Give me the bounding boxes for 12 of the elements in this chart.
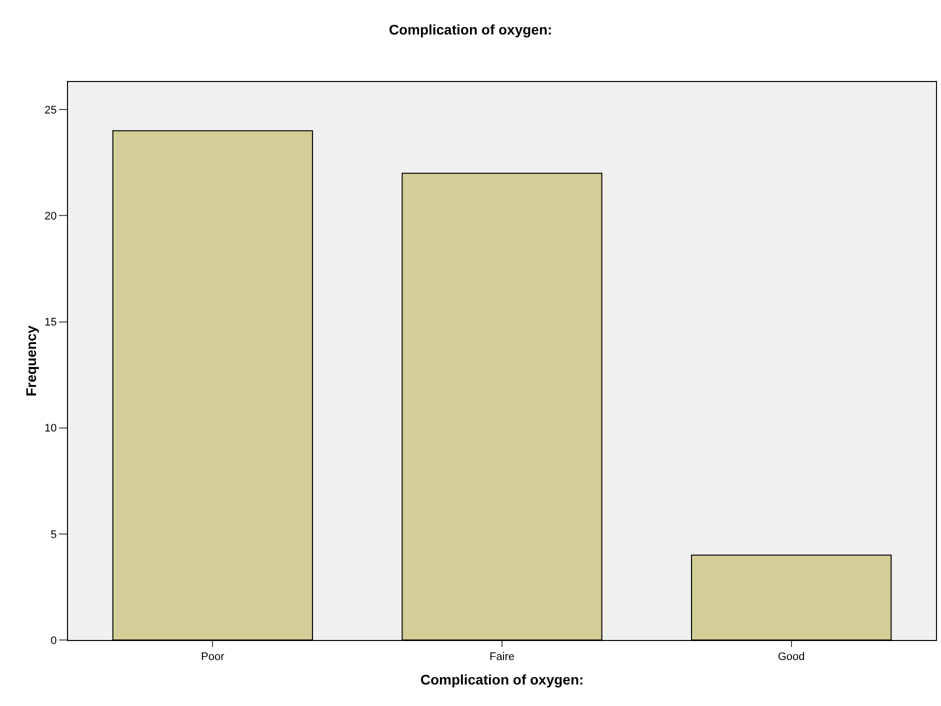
x-tick-label: Poor [201, 651, 225, 664]
y-tick-label: 5 [50, 528, 57, 541]
y-tick-label: 0 [50, 634, 57, 647]
x-axis-title: Complication of oxygen: [420, 672, 584, 688]
y-tick-label: 10 [44, 422, 57, 435]
y-axis-title: Frequency [23, 325, 40, 396]
chart-title: Complication of oxygen: [388, 22, 552, 38]
y-tick-label: 25 [44, 104, 57, 116]
x-tick-label: Faire [489, 651, 515, 664]
y-tick-label: 20 [44, 210, 57, 223]
y-tick-label: 15 [44, 316, 57, 329]
x-tick-label: Good [778, 651, 805, 664]
